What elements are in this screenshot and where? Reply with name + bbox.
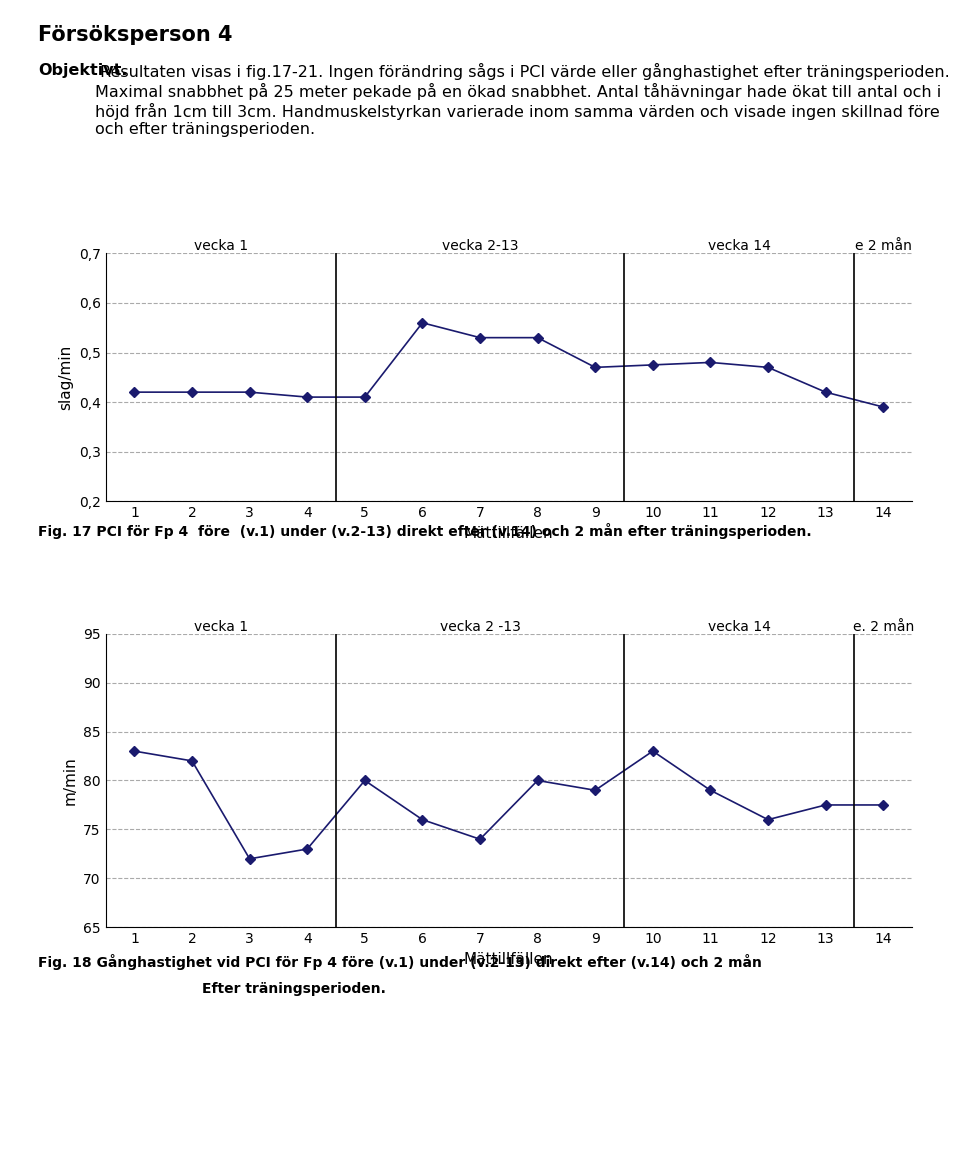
Text: vecka 14: vecka 14 [708,240,771,253]
Text: e 2 mån: e 2 mån [854,240,912,253]
Text: vecka 1: vecka 1 [194,620,248,634]
Text: vecka 2-13: vecka 2-13 [442,240,518,253]
X-axis label: Mättillfällen: Mättillfällen [464,525,554,540]
Text: Försöksperson 4: Försöksperson 4 [38,25,233,45]
Text: Fig. 17 PCI för Fp 4  före  (v.1) under (v.2-13) direkt efter (v.14) och 2 mån e: Fig. 17 PCI för Fp 4 före (v.1) under (v… [38,523,812,539]
Text: e. 2 mån: e. 2 mån [852,620,914,634]
Text: vecka 2 -13: vecka 2 -13 [440,620,520,634]
Text: Fig. 18 Gånghastighet vid PCI för Fp 4 före (v.1) under (v.2-13) direkt efter (v: Fig. 18 Gånghastighet vid PCI för Fp 4 f… [38,954,762,970]
Y-axis label: slag/min: slag/min [59,344,73,410]
Text: Objektivt.: Objektivt. [38,63,128,78]
Text: vecka 1: vecka 1 [194,240,248,253]
Text: Resultaten visas i fig.17-21. Ingen förändring sågs i PCI värde eller gånghastig: Resultaten visas i fig.17-21. Ingen förä… [95,63,949,137]
Text: Efter träningsperioden.: Efter träningsperioden. [202,982,386,995]
Y-axis label: m/min: m/min [62,756,78,805]
Text: vecka 14: vecka 14 [708,620,771,634]
X-axis label: Mättillfällen: Mättillfällen [464,952,554,967]
